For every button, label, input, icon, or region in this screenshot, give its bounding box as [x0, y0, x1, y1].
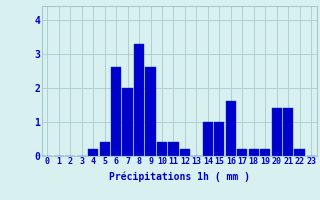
Bar: [226, 101, 236, 156]
Bar: [214, 122, 225, 156]
Bar: [294, 149, 305, 156]
Bar: [203, 122, 213, 156]
Bar: [249, 149, 259, 156]
Bar: [88, 149, 98, 156]
Bar: [168, 142, 179, 156]
Bar: [260, 149, 270, 156]
Bar: [157, 142, 167, 156]
Bar: [237, 149, 247, 156]
Bar: [283, 108, 293, 156]
Bar: [123, 88, 133, 156]
Bar: [271, 108, 282, 156]
Bar: [134, 44, 144, 156]
Bar: [100, 142, 110, 156]
X-axis label: Précipitations 1h ( mm ): Précipitations 1h ( mm ): [109, 172, 250, 182]
Bar: [180, 149, 190, 156]
Bar: [111, 67, 121, 156]
Bar: [145, 67, 156, 156]
